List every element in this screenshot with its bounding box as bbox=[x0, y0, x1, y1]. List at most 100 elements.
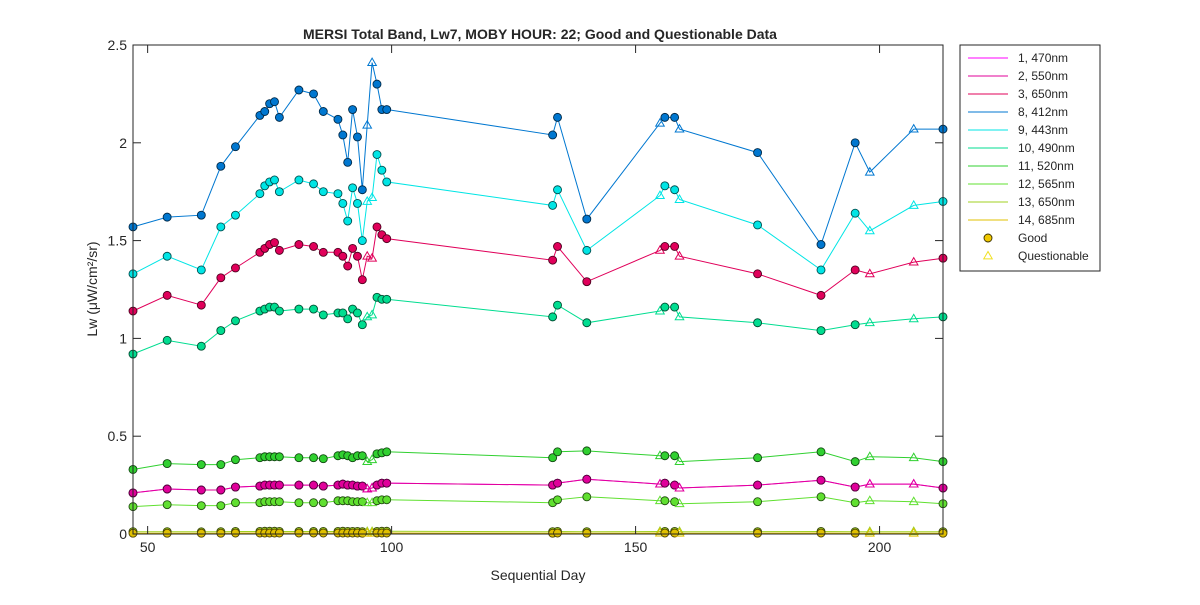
good-point bbox=[217, 274, 225, 282]
good-point bbox=[319, 455, 327, 463]
good-point bbox=[217, 162, 225, 170]
good-point bbox=[583, 493, 591, 501]
good-point bbox=[661, 529, 669, 537]
good-point bbox=[217, 327, 225, 335]
y-tick-label: 0.5 bbox=[108, 428, 128, 444]
good-point bbox=[231, 483, 239, 491]
good-point bbox=[319, 188, 327, 196]
good-point bbox=[383, 106, 391, 114]
good-point bbox=[310, 499, 318, 507]
good-point bbox=[231, 529, 239, 537]
good-point bbox=[754, 149, 762, 157]
good-point bbox=[358, 321, 366, 329]
good-point bbox=[217, 223, 225, 231]
good-point bbox=[271, 98, 279, 106]
good-point bbox=[583, 529, 591, 537]
good-point bbox=[754, 529, 762, 537]
good-point bbox=[554, 301, 562, 309]
good-point bbox=[295, 86, 303, 94]
good-point bbox=[583, 475, 591, 483]
good-point bbox=[319, 499, 327, 507]
good-point bbox=[851, 483, 859, 491]
good-point bbox=[310, 481, 318, 489]
good-point bbox=[163, 485, 171, 493]
legend-label: 12, 565nm bbox=[1018, 177, 1075, 191]
good-point bbox=[310, 305, 318, 313]
plot-area bbox=[133, 45, 943, 534]
good-point bbox=[817, 327, 825, 335]
x-axis-label: Sequential Day bbox=[491, 567, 586, 583]
good-point bbox=[661, 242, 669, 250]
legend-label: 1, 470nm bbox=[1018, 51, 1068, 65]
good-point bbox=[319, 482, 327, 490]
good-point bbox=[319, 108, 327, 116]
good-point bbox=[383, 496, 391, 504]
good-point bbox=[554, 529, 562, 537]
good-point bbox=[554, 496, 562, 504]
good-point bbox=[358, 452, 366, 460]
good-point bbox=[197, 342, 205, 350]
good-point bbox=[817, 266, 825, 274]
good-point bbox=[275, 481, 283, 489]
good-point bbox=[358, 276, 366, 284]
good-point bbox=[373, 151, 381, 159]
good-point bbox=[339, 252, 347, 260]
good-point bbox=[271, 239, 279, 247]
good-point bbox=[295, 241, 303, 249]
good-point bbox=[549, 201, 557, 209]
good-point bbox=[583, 278, 591, 286]
good-point bbox=[334, 190, 342, 198]
good-point bbox=[163, 529, 171, 537]
good-point bbox=[275, 529, 283, 537]
good-point bbox=[671, 498, 679, 506]
good-point bbox=[275, 307, 283, 315]
good-point bbox=[353, 309, 361, 317]
good-point bbox=[383, 295, 391, 303]
legend-label: Good bbox=[1018, 231, 1047, 245]
good-point bbox=[231, 211, 239, 219]
good-point bbox=[271, 176, 279, 184]
good-point bbox=[197, 461, 205, 469]
good-point bbox=[671, 186, 679, 194]
good-point bbox=[275, 246, 283, 254]
good-point bbox=[310, 180, 318, 188]
x-tick-label: 200 bbox=[868, 539, 892, 555]
good-point bbox=[197, 529, 205, 537]
good-point bbox=[163, 460, 171, 468]
good-point bbox=[349, 106, 357, 114]
good-point bbox=[554, 479, 562, 487]
good-point bbox=[231, 317, 239, 325]
good-point bbox=[754, 319, 762, 327]
y-tick-label: 2.5 bbox=[108, 37, 128, 53]
good-point bbox=[817, 291, 825, 299]
good-point bbox=[554, 186, 562, 194]
good-point bbox=[583, 215, 591, 223]
good-point bbox=[378, 166, 386, 174]
good-point bbox=[817, 241, 825, 249]
good-point bbox=[310, 90, 318, 98]
good-point bbox=[373, 80, 381, 88]
good-point bbox=[197, 486, 205, 494]
good-point bbox=[754, 221, 762, 229]
legend-label: 8, 412nm bbox=[1018, 105, 1068, 119]
good-point bbox=[583, 246, 591, 254]
legend-label: 11, 520nm bbox=[1018, 159, 1074, 173]
good-point bbox=[661, 497, 669, 505]
good-point bbox=[344, 158, 352, 166]
good-point bbox=[310, 529, 318, 537]
good-point bbox=[231, 499, 239, 507]
good-point bbox=[197, 211, 205, 219]
good-point bbox=[295, 454, 303, 462]
good-point bbox=[339, 199, 347, 207]
y-axis-label: Lw (μW/cm²/sr) bbox=[84, 241, 100, 336]
good-point bbox=[661, 182, 669, 190]
good-point bbox=[671, 452, 679, 460]
good-point bbox=[310, 242, 318, 250]
legend-label: 13, 650nm bbox=[1018, 195, 1075, 209]
good-point bbox=[353, 133, 361, 141]
good-point bbox=[383, 235, 391, 243]
good-point bbox=[754, 270, 762, 278]
good-point bbox=[256, 190, 264, 198]
good-point bbox=[817, 529, 825, 537]
